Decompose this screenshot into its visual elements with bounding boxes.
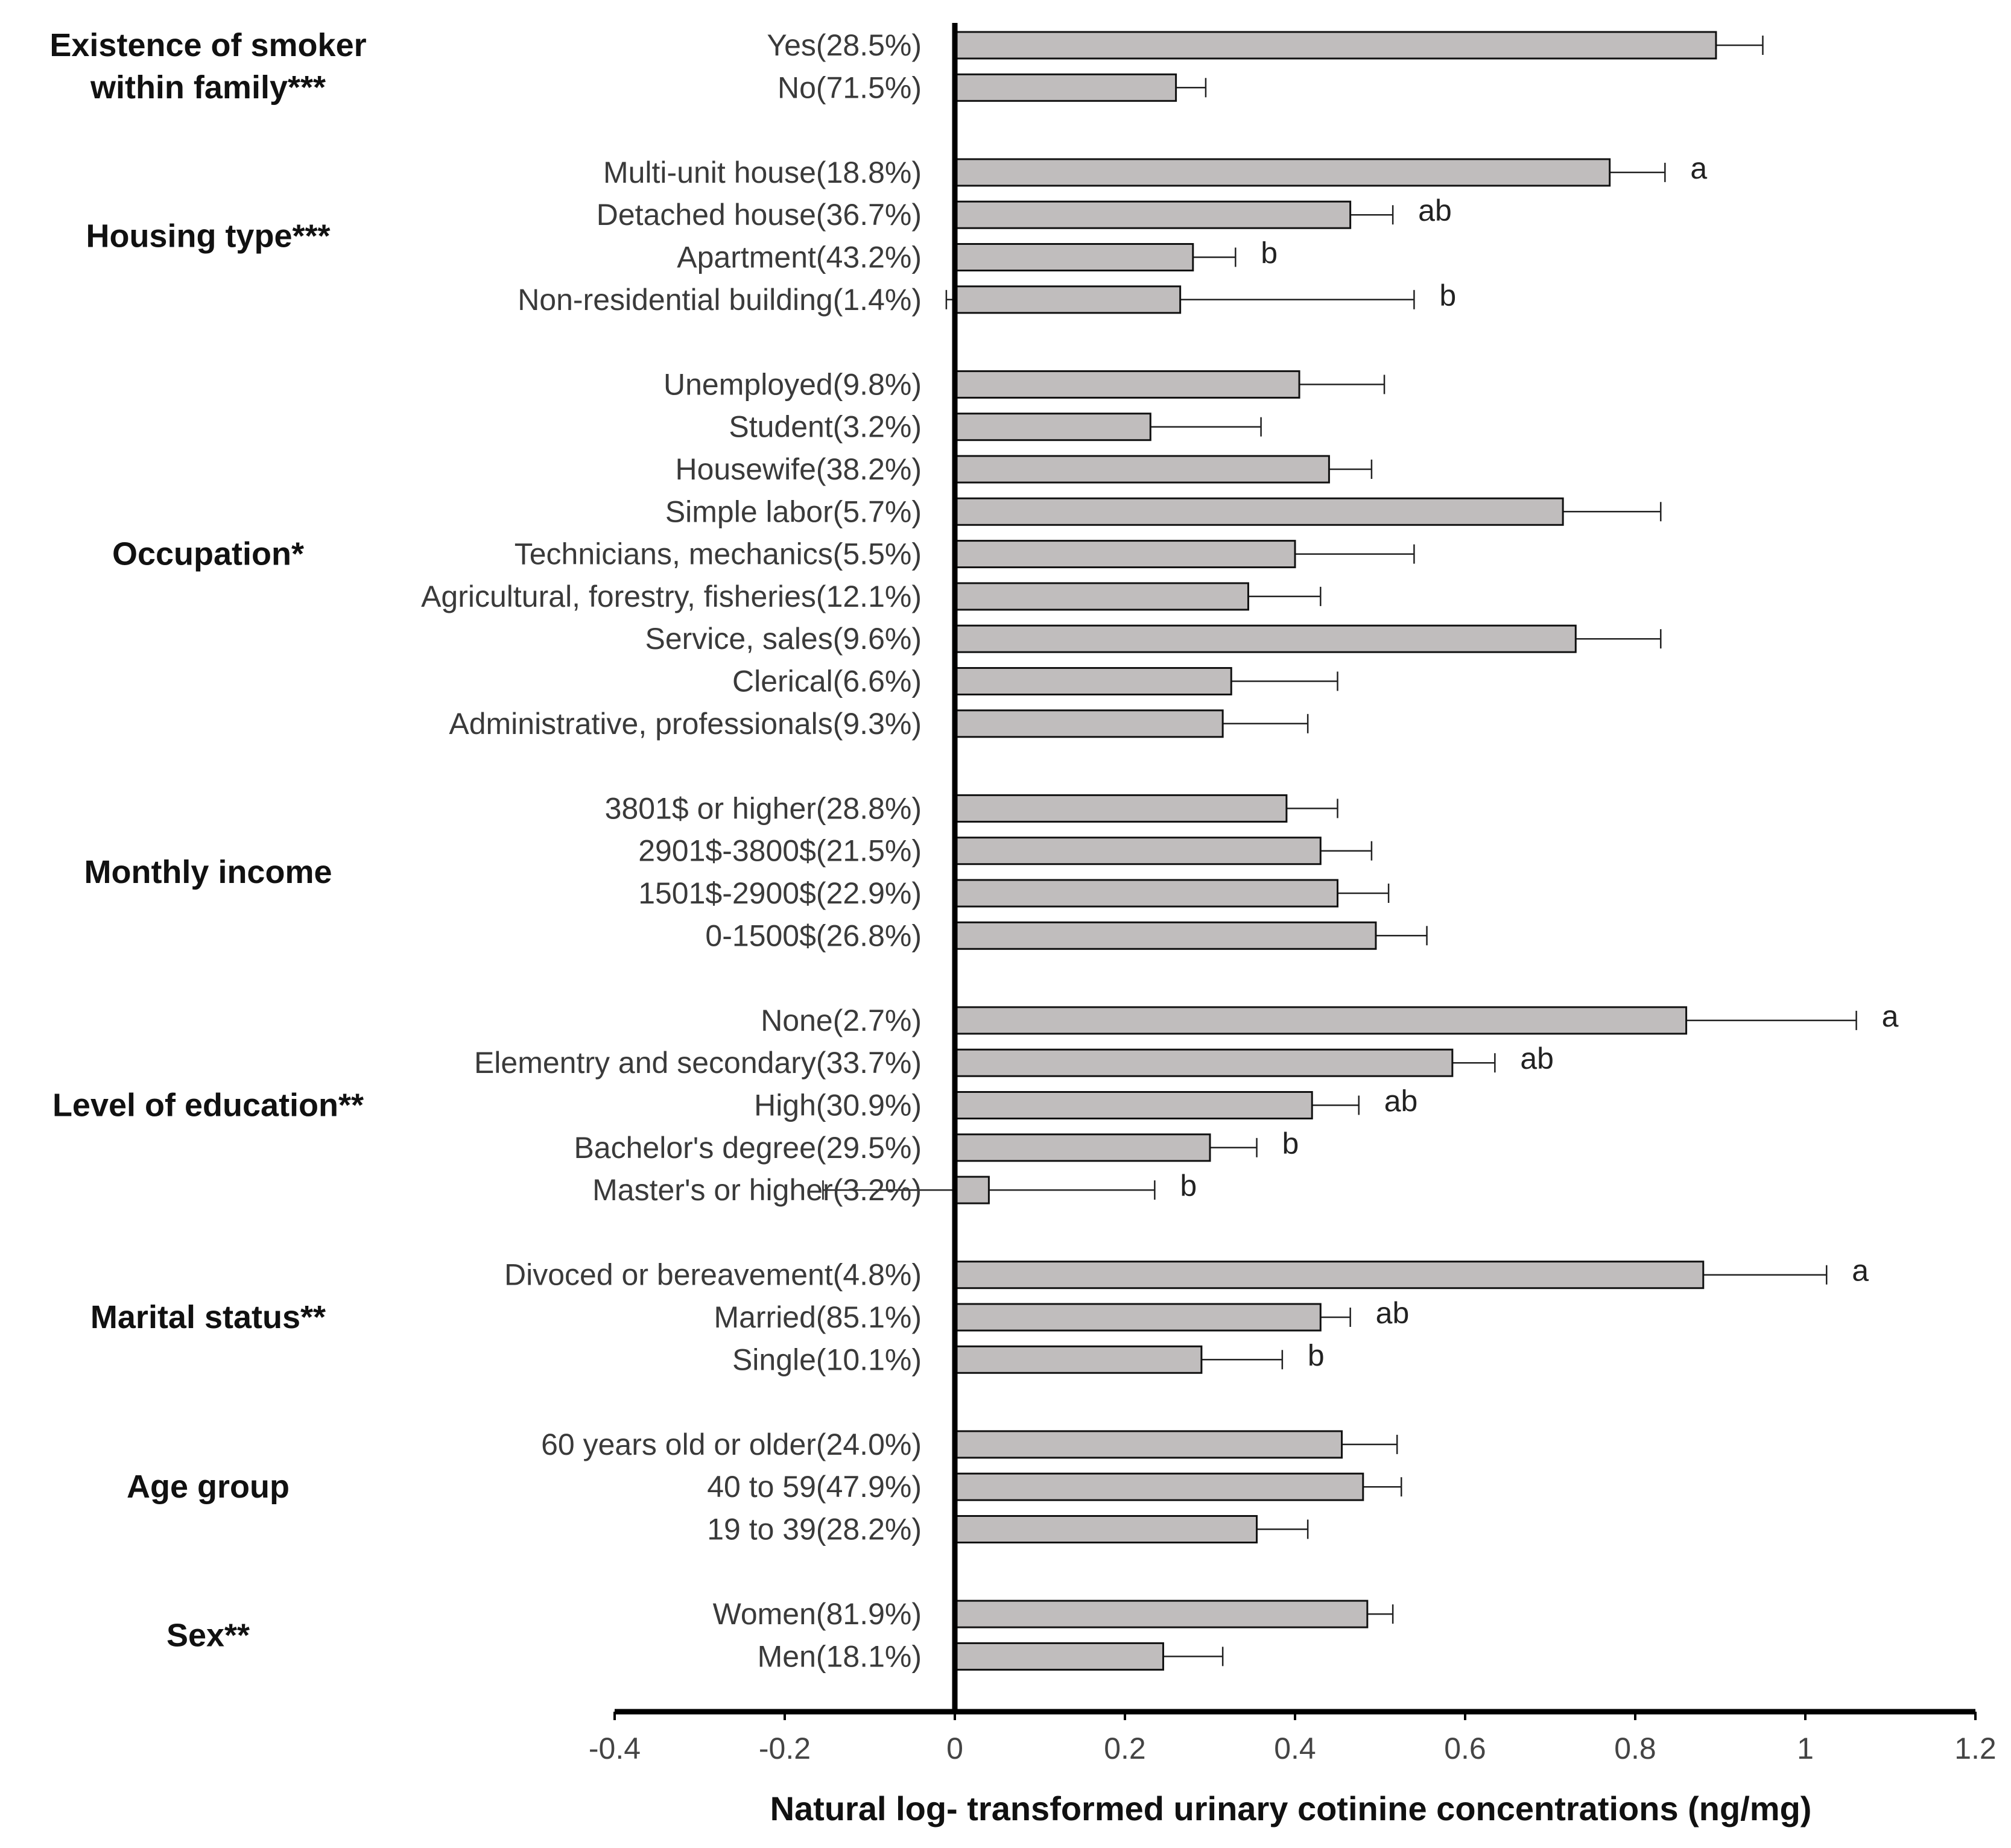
category-label: Married(85.1%) bbox=[714, 1300, 922, 1334]
x-tick-label: 0.4 bbox=[1274, 1732, 1316, 1765]
category-label: Service, sales(9.6%) bbox=[645, 622, 922, 656]
bar bbox=[954, 1303, 1322, 1332]
bar bbox=[954, 243, 1194, 271]
x-tick-label: 1 bbox=[1797, 1732, 1814, 1765]
bar bbox=[954, 1048, 1454, 1077]
category-label: Divoced or bereavement(4.8%) bbox=[504, 1258, 922, 1292]
significance-label: a bbox=[1852, 1254, 1869, 1288]
bar bbox=[954, 624, 1577, 653]
category-label: Single(10.1%) bbox=[732, 1343, 922, 1376]
significance-label: b bbox=[1308, 1338, 1325, 1372]
bar bbox=[954, 1472, 1364, 1501]
category-label: None(2.7%) bbox=[761, 1004, 922, 1037]
significance-label: ab bbox=[1520, 1042, 1554, 1075]
bar bbox=[954, 413, 1151, 441]
category-label: Detached house(36.7%) bbox=[597, 198, 922, 232]
bar bbox=[954, 158, 1611, 187]
category-label: Housewife(38.2%) bbox=[675, 452, 922, 486]
category-label: Non-residential building(1.4%) bbox=[518, 283, 922, 317]
bar bbox=[954, 497, 1564, 526]
bar bbox=[954, 285, 1182, 314]
significance-label: a bbox=[1690, 151, 1707, 185]
bar bbox=[954, 1600, 1369, 1628]
category-label: Elementry and secondary(33.7%) bbox=[474, 1046, 922, 1080]
bar bbox=[954, 709, 1224, 738]
category-label: Clerical(6.6%) bbox=[732, 665, 922, 698]
group-label: within family*** bbox=[90, 69, 326, 106]
category-label: 19 to 39(28.2%) bbox=[707, 1513, 922, 1546]
category-label: Student(3.2%) bbox=[729, 410, 922, 444]
bar bbox=[954, 582, 1249, 611]
x-tick-label: -0.2 bbox=[759, 1732, 811, 1765]
bar bbox=[954, 837, 1322, 865]
bar bbox=[954, 1133, 1211, 1162]
bar bbox=[954, 879, 1338, 908]
bar bbox=[954, 1642, 1164, 1671]
bar bbox=[954, 1515, 1258, 1543]
significance-label: ab bbox=[1384, 1084, 1418, 1118]
x-tick-label: 0 bbox=[946, 1732, 963, 1765]
category-label: Master's or higher(3.2%) bbox=[592, 1173, 922, 1207]
significance-label: a bbox=[1882, 999, 1899, 1033]
group-label: Marital status** bbox=[90, 1299, 326, 1335]
group-label: Occupation* bbox=[112, 536, 304, 572]
category-label: 2901$-3800$(21.5%) bbox=[638, 834, 922, 868]
significance-label: b bbox=[1261, 236, 1278, 270]
bar bbox=[954, 1430, 1343, 1459]
category-label: Yes(28.5%) bbox=[767, 28, 922, 62]
bar bbox=[954, 370, 1300, 399]
bar bbox=[954, 1091, 1313, 1119]
category-label: 60 years old or older(24.0%) bbox=[541, 1428, 922, 1461]
x-axis-title: Natural log- transformed urinary cotinin… bbox=[770, 1789, 1812, 1827]
category-label: Multi-unit house(18.8%) bbox=[603, 156, 922, 189]
axis-layer: -0.4 -0.2 0 0.2 0.4 0.6 0.8 1 1.2 bbox=[589, 23, 1997, 1765]
significance-label: b bbox=[1180, 1169, 1197, 1203]
group-label: Level of education** bbox=[52, 1087, 364, 1124]
group-label: Age group bbox=[127, 1469, 290, 1505]
category-label: 0-1500$(26.8%) bbox=[705, 919, 922, 952]
category-label: Apartment(43.2%) bbox=[677, 241, 922, 274]
significance-label: b bbox=[1282, 1127, 1299, 1160]
x-tick-label: 1.2 bbox=[1954, 1732, 1997, 1765]
bar bbox=[954, 73, 1177, 102]
group-label: Housing type*** bbox=[86, 218, 330, 254]
bar bbox=[954, 31, 1717, 60]
bar bbox=[954, 540, 1296, 569]
category-label: Agricultural, forestry, fisheries(12.1%) bbox=[421, 580, 922, 613]
group-label: Monthly income bbox=[84, 854, 332, 890]
bar bbox=[954, 667, 1232, 695]
group-label: Existence of smoker bbox=[49, 27, 366, 63]
bars-layer bbox=[954, 31, 1717, 1671]
significance-label: ab bbox=[1418, 194, 1452, 227]
category-label: Bachelor's degree(29.5%) bbox=[574, 1131, 922, 1165]
x-tick-label: 0.2 bbox=[1104, 1732, 1146, 1765]
category-label: Administrative, professionals(9.3%) bbox=[449, 707, 922, 741]
significance-label: ab bbox=[1376, 1296, 1410, 1330]
bar bbox=[954, 1261, 1705, 1289]
significance-label: b bbox=[1439, 279, 1456, 312]
category-label: 40 to 59(47.9%) bbox=[707, 1470, 922, 1504]
bar bbox=[954, 794, 1288, 823]
category-label: Unemployed(9.8%) bbox=[663, 367, 922, 401]
category-label: Men(18.1%) bbox=[758, 1639, 922, 1673]
bar bbox=[954, 1006, 1688, 1035]
labels-layer: Existence of smoker within family*** Yes(2… bbox=[49, 27, 1898, 1673]
x-tick-label: 0.8 bbox=[1614, 1732, 1656, 1765]
x-tick-label: 0.6 bbox=[1444, 1732, 1486, 1765]
category-label: 1501$-2900$(22.9%) bbox=[638, 876, 922, 910]
bar bbox=[954, 1176, 990, 1204]
bar bbox=[954, 1345, 1203, 1374]
category-label: Women(81.9%) bbox=[713, 1597, 922, 1631]
category-label: 3801$ or higher(28.8%) bbox=[605, 791, 922, 825]
category-label: No(71.5%) bbox=[777, 71, 922, 104]
group-label: Sex** bbox=[166, 1617, 250, 1653]
x-tick-label: -0.4 bbox=[589, 1732, 641, 1765]
category-label: Technicians, mechanics(5.5%) bbox=[515, 537, 922, 571]
bar bbox=[954, 921, 1377, 950]
bar bbox=[954, 455, 1330, 484]
bar bbox=[954, 200, 1352, 229]
category-label: Simple labor(5.7%) bbox=[665, 495, 922, 528]
category-label: High(30.9%) bbox=[754, 1089, 922, 1122]
